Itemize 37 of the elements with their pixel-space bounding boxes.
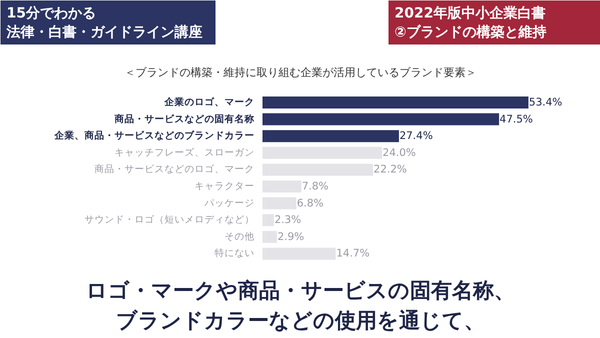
bar bbox=[262, 146, 382, 159]
data-label: 7.8% bbox=[302, 180, 329, 192]
bar bbox=[262, 130, 399, 142]
y-tick-label: 商品・サービスなどのロゴ、マーク bbox=[94, 163, 255, 176]
y-tick-label: 特にない bbox=[214, 247, 255, 260]
bar bbox=[262, 248, 336, 260]
bar bbox=[262, 197, 296, 210]
text: ②ブランドの構築と維持 bbox=[394, 24, 546, 40]
y-tick-label: パッケージ bbox=[204, 198, 255, 209]
data-label: 47.5% bbox=[500, 113, 533, 126]
chart-title: ＜ブランドの構築・維持に取り組む企業が活用しているブランド要素＞ bbox=[124, 66, 476, 79]
data-label: 24.0% bbox=[382, 146, 416, 159]
data-label: 2.3% bbox=[274, 214, 302, 226]
y-tick-label: その他 bbox=[224, 230, 255, 242]
text: 法律・白書・ガイドライン講座 bbox=[6, 24, 202, 40]
data-label: 22.2% bbox=[374, 164, 407, 176]
bar bbox=[262, 96, 528, 108]
y-tick-label: キャッチフレーズ、スローガン bbox=[114, 146, 255, 158]
text: ロゴ・マークや商品・サービスの固有名称、 bbox=[86, 278, 515, 302]
data-label: 14.7% bbox=[336, 248, 370, 260]
text: 2022年版中小企業白書 bbox=[394, 6, 546, 22]
bar bbox=[262, 214, 274, 226]
data-label: 27.4% bbox=[399, 130, 433, 142]
y-tick-label: 企業、商品・サービスなどのブランドカラー bbox=[54, 130, 255, 142]
bar bbox=[262, 230, 277, 243]
data-label: 2.9% bbox=[277, 230, 304, 243]
data-label: 6.8% bbox=[296, 197, 324, 210]
data-label: 53.4% bbox=[528, 96, 562, 108]
y-tick-label: 商品・サービスなどの固有名称 bbox=[114, 112, 255, 125]
bar bbox=[262, 164, 374, 176]
y-tick-label: サウンド・ロゴ（短いメロディなど） bbox=[84, 214, 255, 226]
text: 15分でわかる bbox=[6, 6, 96, 22]
bar bbox=[262, 180, 302, 192]
y-tick-label: 企業のロゴ、マーク bbox=[164, 96, 255, 108]
y-tick-label: キャラクター bbox=[194, 181, 255, 192]
bar bbox=[262, 113, 500, 126]
text: ブランドカラーなどの使用を通じて、 bbox=[116, 308, 485, 332]
